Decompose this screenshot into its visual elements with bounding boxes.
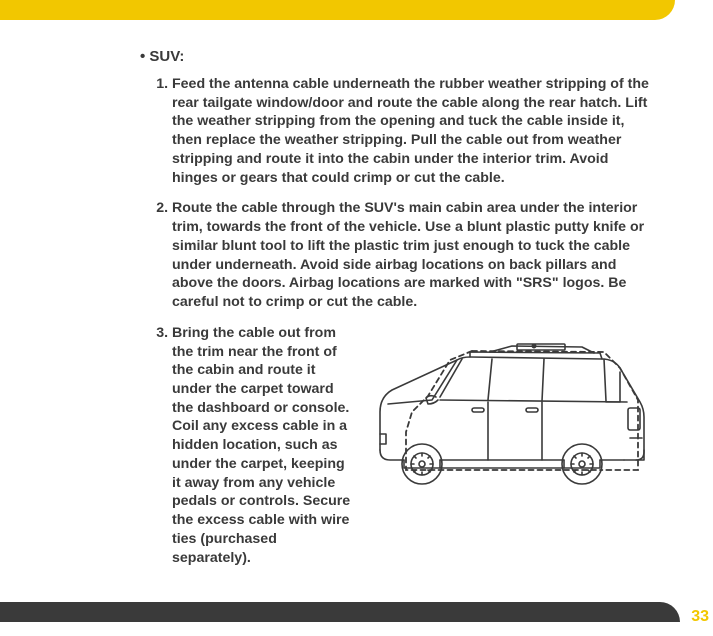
- footer-bar: 33: [0, 602, 713, 622]
- suv-illustration: [362, 342, 662, 507]
- instruction-item: Bring the cable out from the trim near t…: [172, 324, 653, 568]
- instruction-item: Feed the antenna cable underneath the ru…: [172, 75, 653, 187]
- instruction-item-text: Bring the cable out from the trim near t…: [172, 324, 352, 568]
- instruction-list: Feed the antenna cable underneath the ru…: [140, 75, 653, 567]
- page-number: 33: [691, 608, 709, 626]
- instruction-item: Route the cable through the SUV's main c…: [172, 199, 653, 311]
- page-content: • SUV: Feed the antenna cable underneath…: [0, 20, 713, 567]
- section-heading: • SUV:: [140, 48, 653, 65]
- header-accent-bar: [0, 0, 713, 20]
